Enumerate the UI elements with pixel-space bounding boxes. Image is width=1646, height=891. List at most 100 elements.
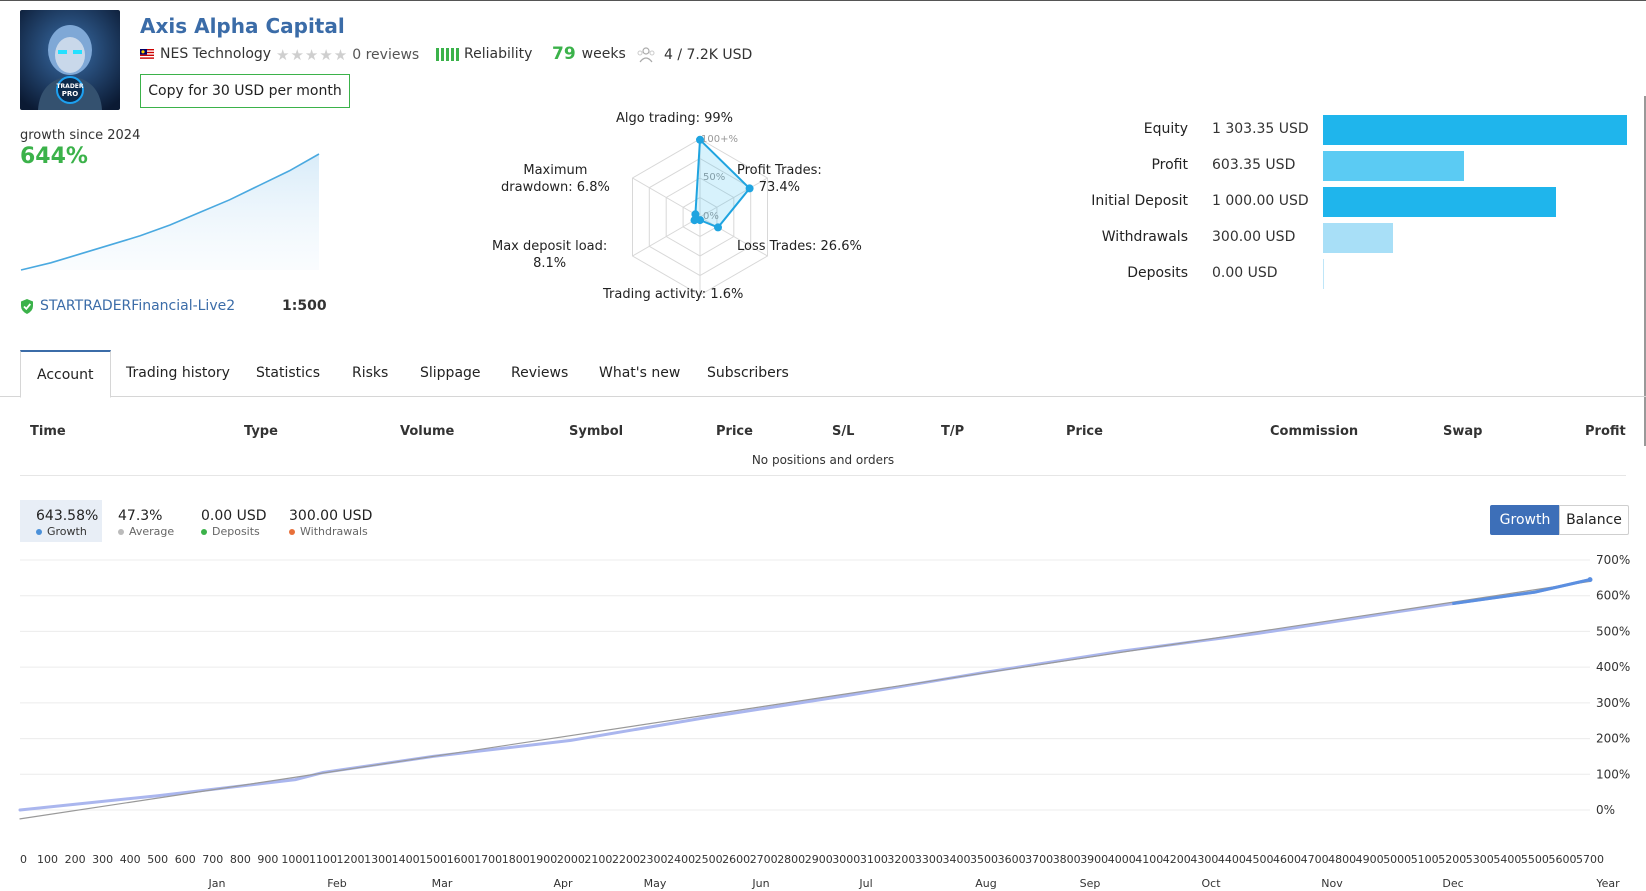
growth-value: 644%: [20, 144, 88, 169]
stat-deposits-label: Deposits: [212, 525, 260, 538]
col-swap[interactable]: Swap: [1443, 424, 1483, 439]
x-tick-label: 4700: [1301, 853, 1329, 866]
tab-trading-history[interactable]: Trading history: [126, 365, 230, 381]
col-sl[interactable]: S/L: [832, 424, 855, 439]
radar-point-max-deposit-load[interactable]: [690, 216, 699, 225]
x-tick-label: 1400: [392, 853, 420, 866]
fin-row-profit: Profit 603.35 USD: [1000, 151, 1640, 181]
tab-subscribers[interactable]: Subscribers: [707, 365, 789, 381]
radar-label-loss: Loss Trades: 26.6%: [737, 239, 862, 254]
withdrawals-dot-icon: [289, 529, 295, 535]
server-name[interactable]: STARTRADERFinancial-Live2: [40, 298, 236, 314]
tab-whats-new[interactable]: What's new: [599, 365, 681, 381]
radar-point-profit-trades[interactable]: [745, 184, 754, 193]
reliability: Reliability: [436, 46, 532, 62]
x-tick-label: 5100: [1411, 853, 1439, 866]
col-symbol[interactable]: Symbol: [569, 424, 624, 439]
fin-row-withdrawals: Withdrawals 300.00 USD: [1000, 223, 1640, 253]
x-tick-label: 600: [175, 853, 196, 866]
signal-title[interactable]: Axis Alpha Capital: [140, 14, 345, 38]
subscribers-info: 4 / 7.2K USD: [636, 46, 752, 64]
col-type[interactable]: Type: [244, 424, 278, 439]
fin-value: 0.00 USD: [1212, 265, 1278, 281]
scrollbar[interactable]: [1644, 96, 1646, 446]
tab-bar: Account Trading history Statistics Risks…: [0, 350, 1646, 398]
col-volume[interactable]: Volume: [400, 424, 455, 439]
col-close-price[interactable]: Price: [1066, 424, 1103, 439]
growth-dot-icon: [36, 529, 42, 535]
x-tick-label: 1000: [281, 853, 309, 866]
x-tick-label: 5200: [1438, 853, 1466, 866]
col-commission[interactable]: Commission: [1270, 424, 1359, 439]
x-tick-label: 2800: [777, 853, 805, 866]
avatar-text-2: PRO: [62, 90, 79, 98]
fin-value: 300.00 USD: [1212, 229, 1296, 245]
month-label: Jun: [751, 877, 769, 890]
radar-points: [690, 135, 754, 232]
col-price[interactable]: Price: [716, 424, 753, 439]
tab-account[interactable]: Account: [20, 350, 111, 398]
fin-row-deposits: Deposits 0.00 USD: [1000, 259, 1640, 289]
broker-server[interactable]: STARTRADERFinancial-Live2: [20, 298, 235, 314]
x-tick-label: 300: [92, 853, 113, 866]
fin-value: 1 000.00 USD: [1212, 193, 1309, 209]
growth-end-point[interactable]: [1587, 577, 1593, 583]
series-line-growth-recent: [1452, 578, 1591, 606]
fin-row-equity: Equity 1 303.35 USD: [1000, 115, 1640, 145]
series-line-growth: [18, 578, 1592, 812]
y-tick-label: 500%: [1596, 624, 1630, 638]
x-tick-label: 1600: [447, 853, 475, 866]
developer-name[interactable]: NES Technology: [160, 46, 272, 62]
x-tick-label: 1800: [502, 853, 530, 866]
x-tick-label: 4200: [1163, 853, 1191, 866]
tab-reviews[interactable]: Reviews: [511, 365, 569, 381]
radar-grid: [632, 138, 768, 295]
stat-growth[interactable]: 643.58% Growth: [20, 500, 102, 542]
x-tick-label: 4400: [1218, 853, 1246, 866]
growth-since-label: growth since 2024: [20, 128, 141, 143]
x-tick-label: 4100: [1135, 853, 1163, 866]
col-tp[interactable]: T/P: [941, 424, 965, 439]
developer-info[interactable]: NES Technology: [140, 46, 271, 62]
x-tick-label: 5700: [1576, 853, 1604, 866]
rating[interactable]: ★★★★★ 0 reviews: [276, 46, 419, 64]
x-tick-label: 200: [65, 853, 86, 866]
stat-deposits[interactable]: 0.00 USD Deposits: [201, 500, 267, 550]
x-tick-label: 1900: [529, 853, 557, 866]
x-tick-label: 4300: [1190, 853, 1218, 866]
fin-label: Profit: [1151, 157, 1188, 173]
x-tick-label: 4900: [1356, 853, 1384, 866]
radar-label-profit-2: 73.4%: [758, 180, 801, 195]
radar-label-drawdown: Maximum drawdown: 6.8%: [501, 162, 610, 196]
growth-toggle-button[interactable]: Growth: [1490, 505, 1560, 535]
x-tick-label: 3500: [970, 853, 998, 866]
col-time[interactable]: Time: [30, 424, 66, 439]
x-tick-label: 4000: [1108, 853, 1136, 866]
x-tick-label: 900: [257, 853, 278, 866]
month-label: Aug: [975, 877, 996, 890]
balance-toggle-button[interactable]: Balance: [1559, 505, 1629, 535]
x-tick-label: 2100: [584, 853, 612, 866]
fin-bar: [1323, 187, 1556, 217]
x-tick-label: 2300: [640, 853, 668, 866]
x-tick-label: 400: [120, 853, 141, 866]
radar-spoke: [699, 216, 768, 257]
fin-row-initial-deposit: Initial Deposit 1 000.00 USD: [1000, 187, 1640, 217]
copy-subscribe-button[interactable]: Copy for 30 USD per month: [140, 74, 350, 108]
col-profit[interactable]: Profit: [1585, 424, 1626, 439]
radar-point-algo-trading[interactable]: [696, 135, 704, 144]
x-tick-label: 2200: [612, 853, 640, 866]
x-tick-label: 3300: [915, 853, 943, 866]
radar-point-loss-trades[interactable]: [714, 223, 722, 232]
month-label: Feb: [327, 877, 346, 890]
mini-chart-line: [20, 153, 320, 271]
reviews-count[interactable]: 0 reviews: [352, 47, 420, 63]
radar-scale-50: 50%: [703, 172, 725, 183]
radar-label-algo: Algo trading: 99%: [616, 111, 734, 126]
stat-average[interactable]: 47.3% Average: [118, 500, 174, 550]
tab-slippage[interactable]: Slippage: [420, 365, 481, 381]
stat-withdrawals[interactable]: 300.00 USD Withdrawals: [289, 500, 372, 550]
radar-point-maximum-drawdown[interactable]: [691, 210, 700, 219]
tab-risks[interactable]: Risks: [352, 365, 389, 381]
tab-statistics[interactable]: Statistics: [256, 365, 320, 381]
